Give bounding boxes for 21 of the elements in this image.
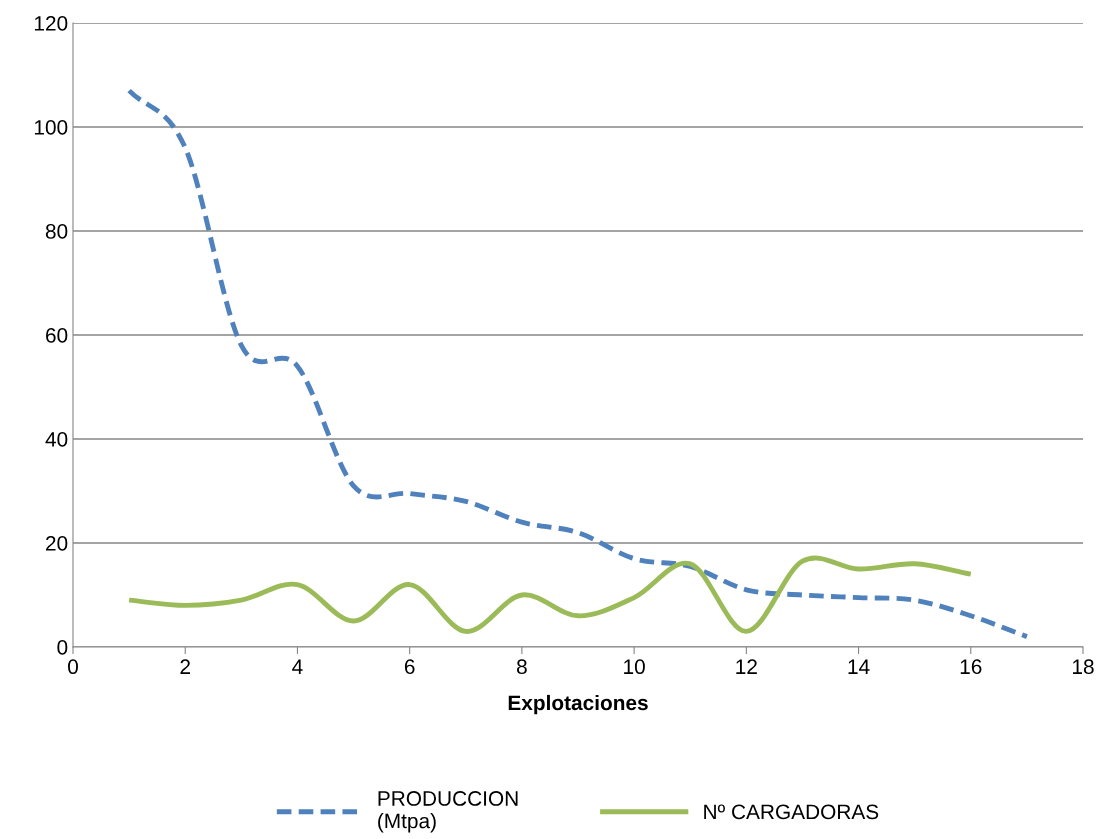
y-tick-label: 40 [45,432,68,447]
legend-label: Nº CARGADORAS [704,804,879,820]
y-tick-label: 120 [34,16,68,31]
y-tick-label: 80 [45,224,68,239]
x-tick-label: 0 [68,659,78,675]
x-tick-label: 12 [736,659,757,674]
x-tick-label: 14 [848,659,870,674]
y-tick-label: 0 [57,640,68,655]
x-tick-label: 16 [960,659,982,675]
line-series [126,88,1030,640]
y-tick-label: 60 [46,328,68,343]
x-tick-label: 8 [517,659,527,675]
legend-label: PRODUCCION (Mtpa) [378,791,518,833]
x-tick-label: 4 [292,659,303,674]
y-tick-label: 20 [46,536,68,551]
x-tick-label: 6 [404,659,415,675]
x-axis-title: Explotaciones [508,694,648,715]
y-tick-label: 100 [34,120,68,135]
x-tick-label: 18 [1073,659,1094,675]
x-tick-label: 10 [624,659,645,675]
x-tick-label: 2 [180,659,190,674]
